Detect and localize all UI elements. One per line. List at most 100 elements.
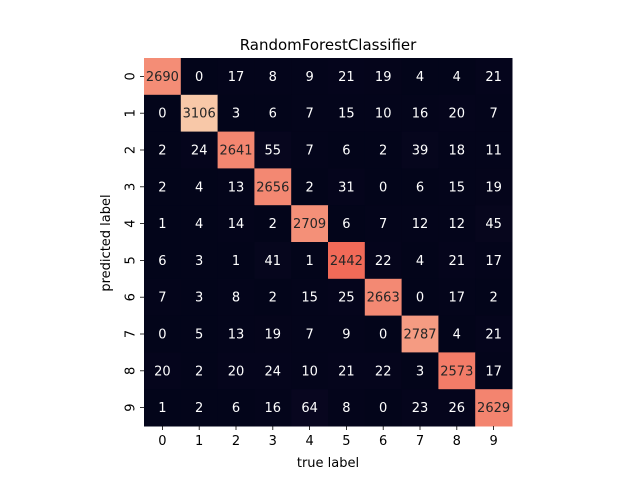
cell-value-label: 21 [338, 364, 355, 379]
cell-value-label: 16 [412, 107, 429, 122]
heatmap-cell [475, 242, 513, 280]
cell-value-label: 18 [449, 144, 466, 159]
cell-value-label: 2 [379, 144, 387, 159]
heatmap-cell [217, 94, 255, 133]
cell-value-label: 21 [485, 70, 502, 85]
cell-value-label: 20 [228, 364, 245, 379]
heatmap-cell [180, 131, 219, 169]
cell-value-label: 2641 [219, 144, 252, 159]
heatmap-cell [438, 58, 476, 96]
heatmap-cell [328, 352, 366, 390]
cell-value-label: 16 [265, 401, 282, 416]
heatmap-cell [144, 131, 182, 169]
heatmap-cell [291, 131, 329, 169]
y-tick-label: 3 [124, 183, 139, 191]
heatmap-cell [475, 58, 513, 96]
cell-value-label: 13 [228, 328, 245, 343]
cell-value-label: 19 [485, 180, 502, 195]
heatmap-cell [364, 58, 403, 96]
y-tick-label: 2 [124, 146, 139, 154]
heatmap-cell [180, 58, 219, 96]
y-tick-label: 1 [124, 109, 139, 117]
x-tick-label: 1 [195, 434, 203, 449]
cell-value-label: 2 [158, 144, 166, 159]
heatmap-cell [401, 242, 439, 280]
cell-value-label: 2 [195, 364, 203, 379]
heatmap-cell [180, 389, 219, 427]
heatmap-cell [364, 278, 403, 317]
heatmap-cell [254, 94, 292, 133]
cell-value-label: 0 [158, 107, 166, 122]
cell-value-label: 10 [301, 364, 318, 379]
cell-value-label: 2573 [440, 364, 473, 379]
cell-value-label: 17 [228, 70, 245, 85]
y-tick-label: 9 [124, 403, 139, 411]
heatmap-cell [475, 389, 513, 427]
heatmap-cell [328, 168, 366, 206]
cell-value-label: 4 [453, 328, 461, 343]
heatmap-cell [328, 242, 366, 280]
heatmap-cell [328, 315, 366, 353]
heatmap-cell [217, 205, 255, 243]
heatmap-cell [438, 352, 476, 390]
heatmap-cell [475, 131, 513, 169]
heatmap-cell [291, 205, 329, 243]
cell-value-label: 5 [195, 328, 203, 343]
heatmap-cell [254, 168, 292, 206]
cell-value-label: 2 [269, 217, 277, 232]
cell-value-label: 2709 [293, 217, 326, 232]
cell-value-label: 3 [232, 107, 240, 122]
x-axis-label: true label [297, 456, 359, 471]
cell-value-label: 15 [338, 107, 355, 122]
heatmap-cell [438, 389, 476, 427]
heatmap-cell [254, 58, 292, 96]
heatmap-cell [438, 205, 476, 243]
y-tick-label: 0 [124, 72, 139, 80]
cell-value-label: 1 [305, 254, 313, 269]
heatmap-cell [180, 352, 219, 390]
x-tick-label: 7 [416, 434, 424, 449]
heatmap-cell [291, 278, 329, 317]
cell-value-label: 2656 [256, 180, 289, 195]
cell-value-label: 24 [191, 144, 208, 159]
heatmap-cell [328, 278, 366, 317]
cell-value-label: 2 [305, 180, 313, 195]
cell-value-label: 55 [265, 144, 282, 159]
y-axis-label: predicted label [99, 194, 114, 291]
y-tick-label: 7 [124, 330, 139, 338]
heatmap-cell [254, 315, 292, 353]
heatmap-cell [401, 58, 439, 96]
cell-value-label: 19 [265, 328, 282, 343]
heatmap-cell [217, 315, 255, 353]
cell-value-label: 39 [412, 144, 429, 159]
cell-value-label: 23 [412, 401, 429, 416]
x-tick-label: 9 [489, 434, 497, 449]
heatmap-cell [475, 94, 513, 133]
cell-value-label: 4 [453, 70, 461, 85]
cell-value-label: 2690 [146, 70, 179, 85]
heatmap-cell [254, 389, 292, 427]
cell-value-label: 3 [195, 291, 203, 306]
cell-value-label: 20 [154, 364, 171, 379]
cell-value-label: 2 [269, 291, 277, 306]
y-tick-label: 5 [124, 256, 139, 264]
heatmap-cells: 2690 0 17 8 9 21 19 4 4 210 3106 3 6 7 15 10 16 20 72 24 264… [144, 58, 513, 427]
cell-value-label: 2 [158, 180, 166, 195]
cell-value-label: 15 [301, 291, 318, 306]
heatmap-cell [291, 389, 329, 427]
heatmap-cell [328, 131, 366, 169]
cell-value-label: 2 [195, 401, 203, 416]
cell-value-label: 45 [485, 217, 502, 232]
heatmap-cell [438, 242, 476, 280]
cell-value-label: 1 [158, 401, 166, 416]
cell-value-label: 6 [269, 107, 277, 122]
cell-value-label: 0 [195, 70, 203, 85]
heatmap-cell [291, 352, 329, 390]
cell-value-label: 8 [269, 70, 277, 85]
heatmap-cell [144, 389, 182, 427]
cell-value-label: 12 [412, 217, 429, 232]
heatmap-cell [401, 389, 439, 427]
heatmap-cell [328, 94, 366, 133]
heatmap-cell [144, 278, 182, 317]
